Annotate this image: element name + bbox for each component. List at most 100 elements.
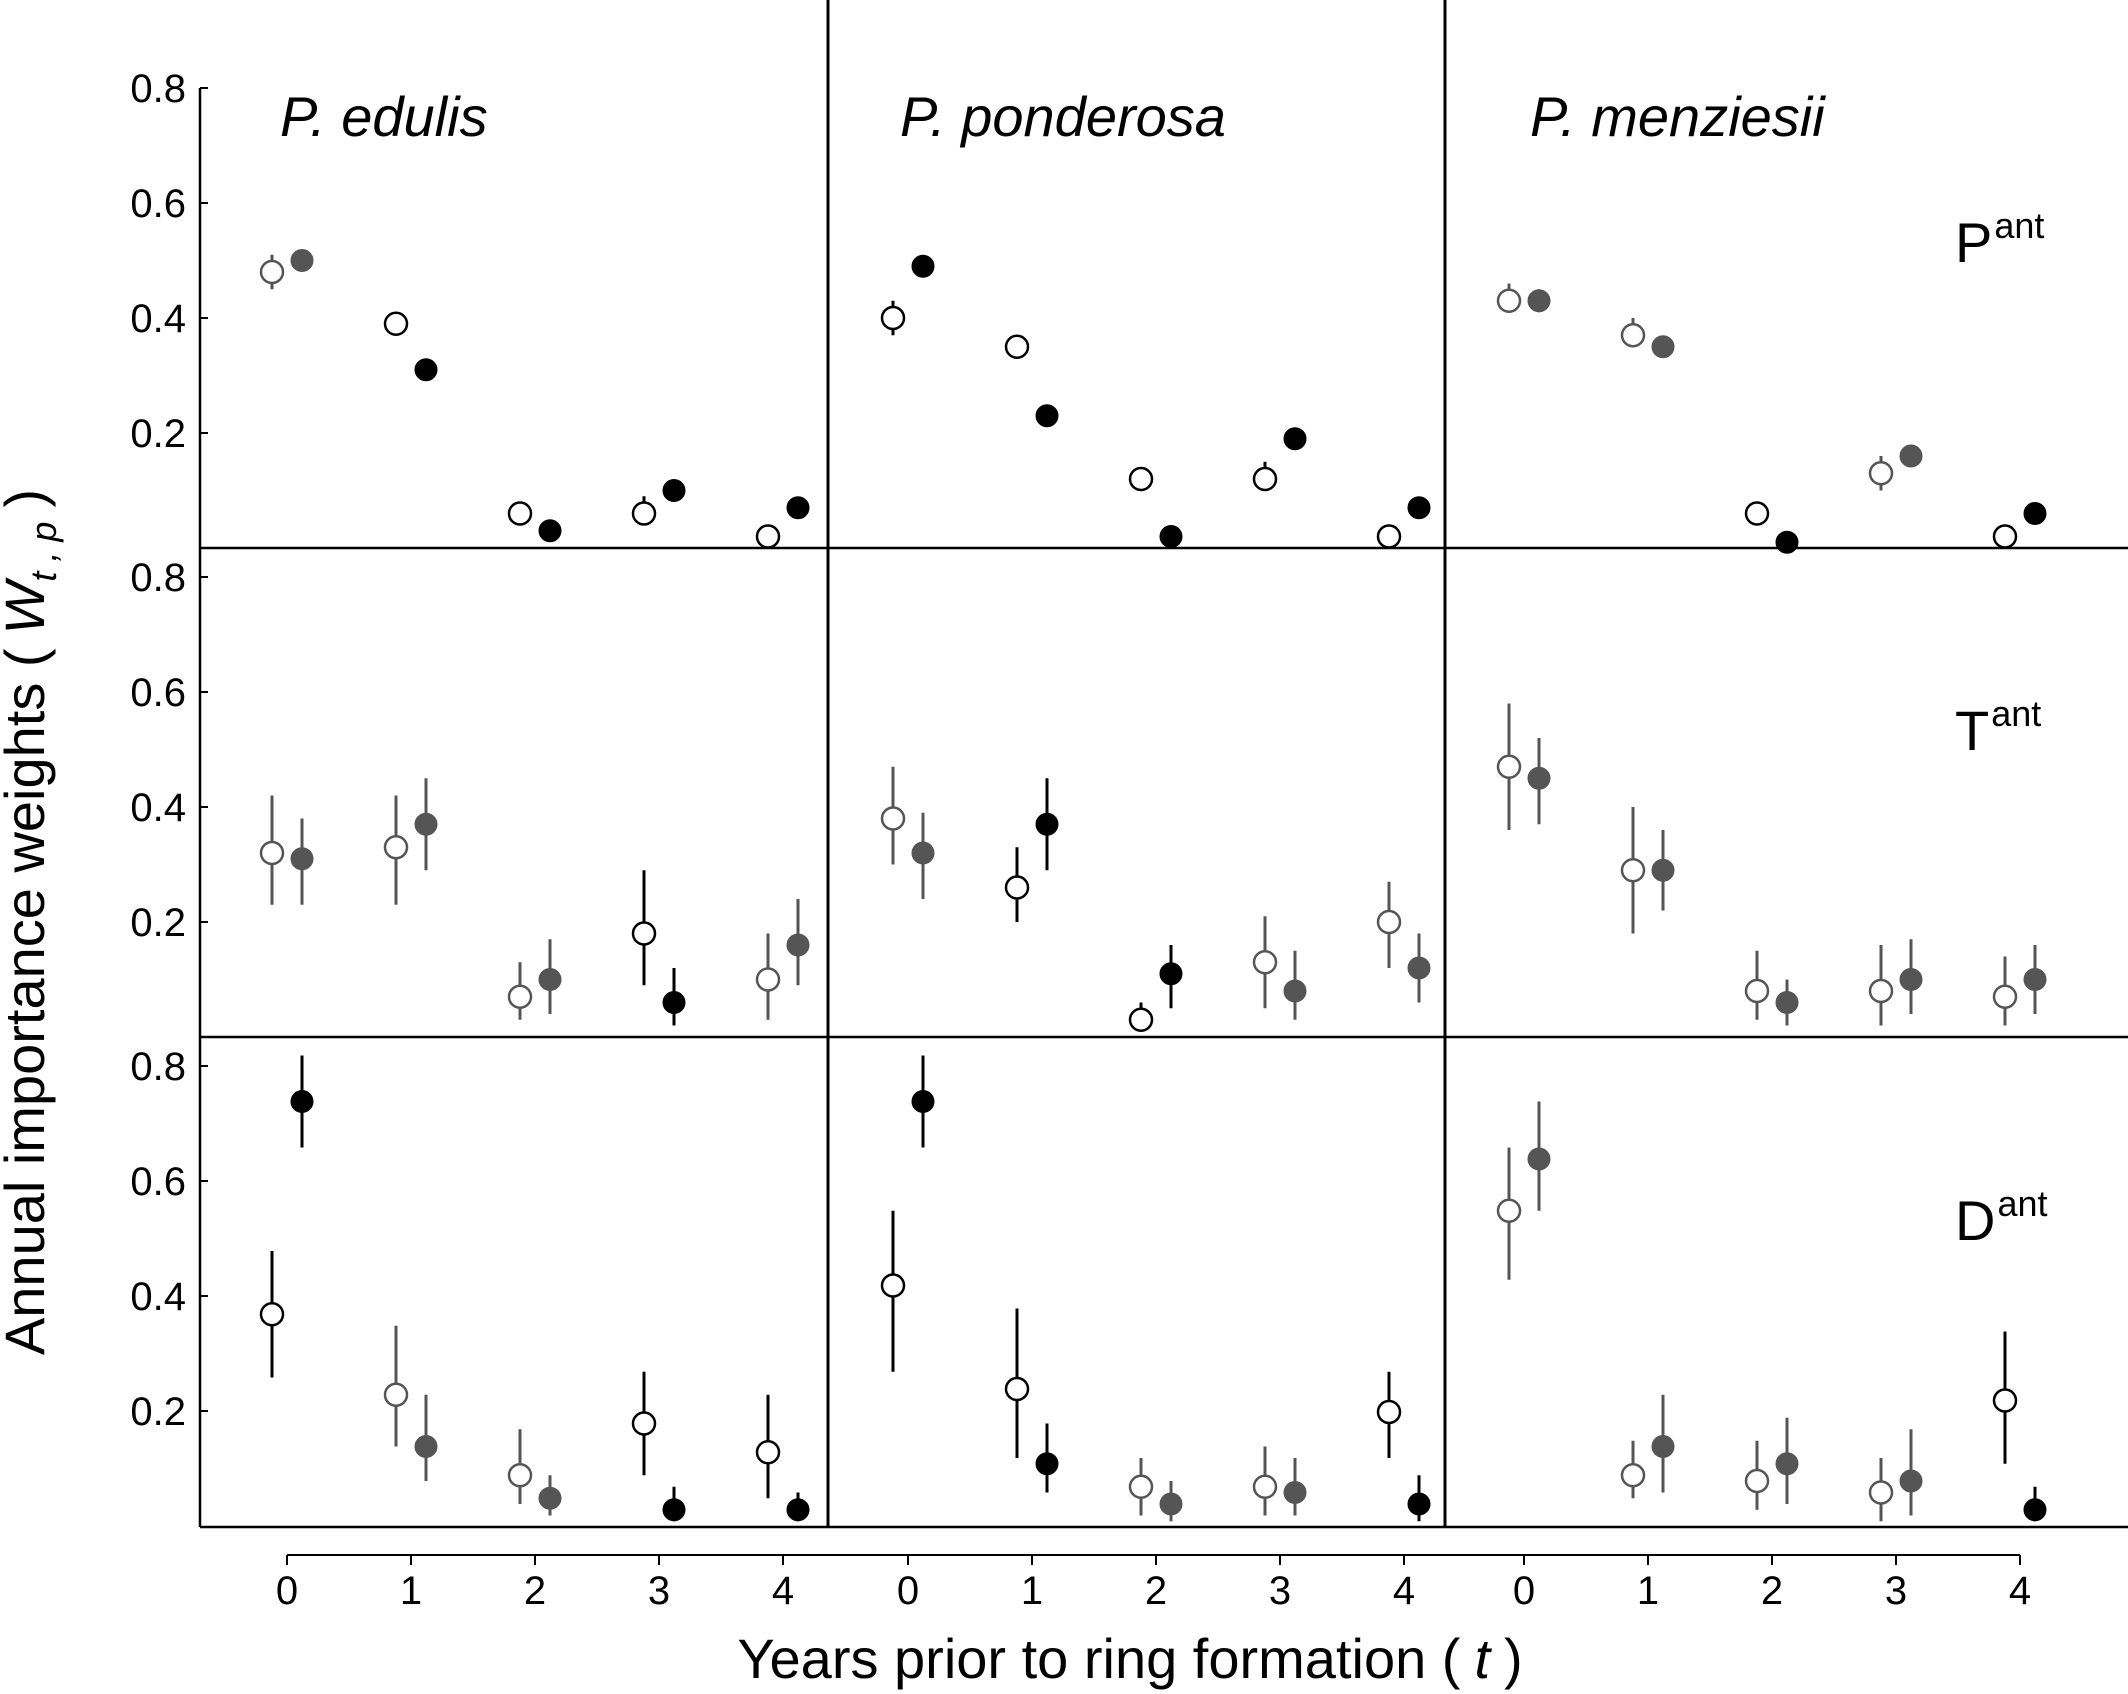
x-tick-label: 0	[1513, 1569, 1535, 1613]
open-point	[880, 806, 906, 831]
x-tick-label: 4	[1393, 1569, 1415, 1613]
x-tick-label: 3	[648, 1569, 670, 1613]
y-axis-title: Annual importance weights (Wt , p)	[0, 489, 64, 1355]
filled-point	[2023, 968, 2047, 991]
data-marks	[259, 249, 2047, 1522]
x-tick-label: 2	[1145, 1569, 1167, 1613]
x-tick-label: 3	[1885, 1569, 1907, 1613]
y-tick-label: 0.4	[130, 786, 186, 830]
x-axis-title-prefix: Years prior to ring formation (	[737, 1627, 1460, 1690]
x-tick-label: 2	[1761, 1569, 1783, 1613]
filled-point	[1651, 1435, 1675, 1458]
open-point	[1496, 288, 1522, 313]
filled-point	[1899, 968, 1923, 991]
filled-point	[414, 812, 438, 836]
filled-point	[911, 254, 935, 278]
y-tick-label: 0.2	[130, 1390, 186, 1434]
y-tick-label: 0.4	[130, 297, 186, 341]
open-point	[507, 501, 533, 526]
y-tick-label: 0.8	[130, 556, 186, 600]
open-point	[1992, 984, 2018, 1009]
filled-point	[414, 1435, 438, 1458]
filled-point	[1899, 444, 1923, 468]
filled-point	[538, 519, 562, 543]
filled-point	[290, 1090, 314, 1113]
open-point	[383, 311, 409, 336]
open-point	[1128, 1007, 1154, 1032]
open-point	[259, 1302, 285, 1327]
filled-point	[1159, 525, 1183, 548]
open-point	[755, 967, 781, 992]
open-point	[1868, 978, 1894, 1004]
open-point	[1620, 858, 1646, 883]
filled-point	[1035, 404, 1059, 428]
filled-point	[538, 1486, 562, 1510]
open-point	[1376, 909, 1402, 935]
open-point	[1620, 323, 1646, 348]
filled-point	[2023, 502, 2047, 525]
x-tick-label: 4	[2009, 1569, 2031, 1613]
filled-point	[662, 991, 686, 1014]
x-tick-label: 1	[400, 1569, 422, 1613]
filled-point	[786, 1498, 810, 1522]
filled-point	[1775, 991, 1799, 1014]
open-point	[1376, 1399, 1402, 1425]
open-point	[880, 305, 906, 331]
variable-label: Dant	[1955, 1183, 2048, 1252]
open-point	[1252, 466, 1278, 492]
filled-point	[911, 841, 935, 865]
species-title: P. ponderosa	[900, 85, 1226, 148]
open-point	[1744, 1468, 1770, 1494]
open-point	[631, 501, 657, 526]
y-tick-label: 0.2	[130, 901, 186, 945]
filled-point	[1035, 1452, 1059, 1476]
filled-point	[1283, 1481, 1307, 1504]
x-tick-label: 1	[1637, 1569, 1659, 1613]
open-point	[1620, 1463, 1646, 1488]
y-tick-label: 0.6	[130, 1160, 186, 1204]
filled-point	[538, 968, 562, 991]
open-point	[383, 1382, 409, 1407]
open-point	[1376, 524, 1402, 549]
filled-point	[1283, 979, 1307, 1003]
y-tick-label: 0.6	[130, 671, 186, 715]
filled-point	[1651, 858, 1675, 882]
y-tick-label: 0.6	[130, 182, 186, 226]
x-axis-title: Years prior to ring formation (t)	[737, 1627, 1522, 1690]
open-point	[1004, 334, 1030, 359]
filled-point	[1283, 427, 1307, 451]
filled-point	[1527, 766, 1551, 790]
x-axis-title-symbol: t	[1474, 1627, 1492, 1690]
open-point	[1252, 950, 1278, 975]
open-point	[259, 259, 285, 285]
open-point	[755, 1440, 781, 1465]
filled-point	[1159, 962, 1183, 986]
x-axis-title-suffix: )	[1504, 1627, 1523, 1690]
filled-point	[911, 1090, 935, 1113]
y-axis-title-suffix: )	[0, 489, 56, 508]
y-tick-label: 0.2	[130, 412, 186, 456]
variable-label: Pant	[1955, 205, 2044, 274]
y-axis-title-prefix: Annual importance weights (	[0, 648, 56, 1355]
filled-point	[662, 1498, 686, 1522]
open-point	[631, 921, 657, 946]
species-title: P. edulis	[280, 85, 488, 148]
open-point	[1252, 1474, 1278, 1499]
open-point	[1992, 1388, 2018, 1413]
x-tick-label: 1	[1021, 1569, 1043, 1613]
filled-point	[1407, 1492, 1431, 1516]
variable-label: Tant	[1955, 693, 2041, 762]
y-tick-label: 0.4	[130, 1275, 186, 1319]
y-tick-label: 0.8	[130, 1045, 186, 1089]
variable-labels: Pant Tant Dant	[1955, 205, 2048, 1252]
open-point	[755, 524, 781, 549]
open-point	[1496, 754, 1522, 779]
open-point	[1744, 501, 1770, 526]
open-point	[880, 1273, 906, 1298]
open-point	[1128, 466, 1154, 492]
open-point	[507, 1463, 533, 1488]
x-tick-label: 2	[524, 1569, 546, 1613]
open-point	[1496, 1198, 1522, 1223]
open-point	[631, 1411, 657, 1436]
